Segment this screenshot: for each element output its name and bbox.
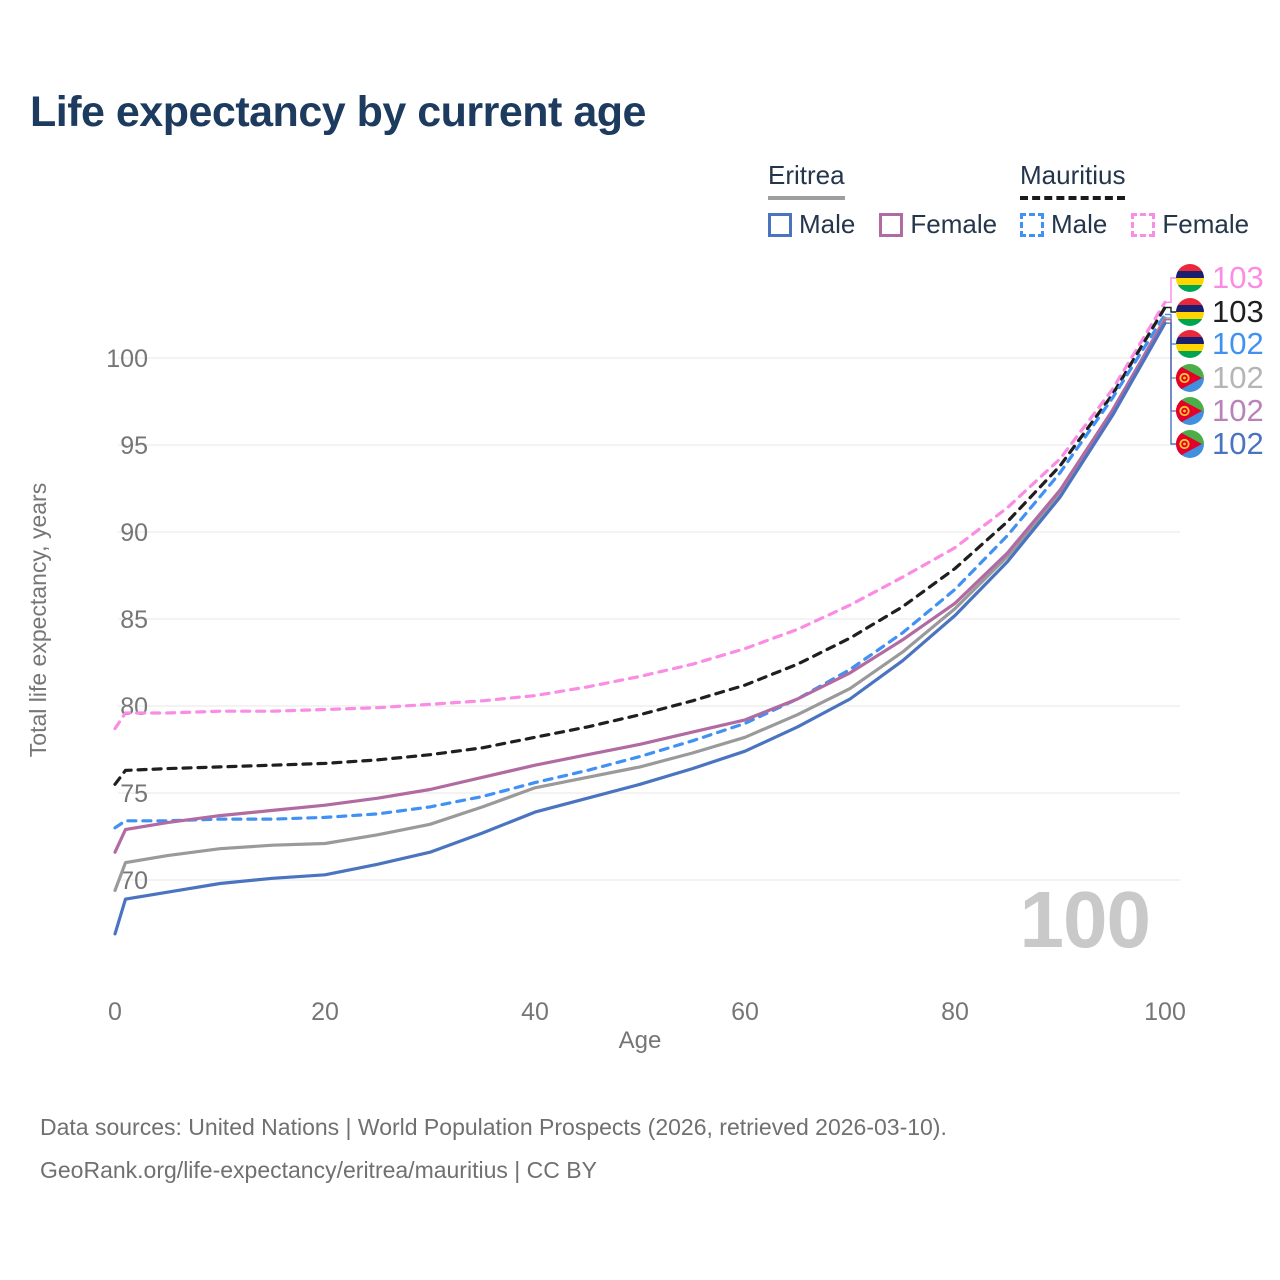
end-label-value: 102 (1212, 393, 1264, 428)
legend-group-eritrea: Eritrea Male Female (768, 160, 997, 240)
legend-group-mauritius: Mauritius Male Female (1020, 160, 1249, 240)
legend-country-eritrea: Eritrea (768, 160, 845, 200)
y-tick-label: 70 (120, 867, 148, 895)
hover-age-watermark: 100 (1019, 875, 1151, 964)
x-tick-label: 20 (311, 998, 339, 1026)
flag-icon-eritrea (1176, 364, 1204, 392)
series-line-eritrea-both-sexes[interactable] (113, 316, 1167, 893)
eritrea-female-swatch (879, 212, 904, 237)
mauritius-male-swatch (1020, 212, 1044, 237)
data-sources-text: Data sources: United Nations | World Pop… (40, 1114, 947, 1140)
y-tick-label: 85 (120, 606, 148, 634)
chart-footer: Data sources: United Nations | World Pop… (40, 1106, 947, 1192)
end-label-value: 102 (1212, 326, 1264, 361)
legend-country-mauritius: Mauritius (1020, 160, 1126, 200)
x-tick-label: 0 (108, 998, 122, 1026)
legend-label: Female (910, 209, 998, 239)
flag-icon-mauritius (1176, 264, 1204, 292)
flag-icon-eritrea (1176, 397, 1204, 425)
y-axis-title: Total life expectancy, years (25, 483, 51, 757)
flag-icon-mauritius (1176, 330, 1204, 358)
legend-item-mauritius-female[interactable]: Female (1131, 209, 1249, 240)
y-tick-label: 90 (120, 519, 148, 547)
series-line-mauritius-both-sexes[interactable] (113, 305, 1167, 786)
y-tick-label: 75 (120, 780, 148, 808)
eritrea-male-swatch (768, 212, 792, 237)
x-axis-title: Age (619, 1027, 662, 1054)
end-label-leader (1165, 277, 1177, 303)
end-label-value: 102 (1212, 426, 1264, 461)
mauritius-female-swatch (1131, 212, 1156, 237)
legend-label: Male (1051, 209, 1108, 239)
flag-icon-mauritius (1176, 298, 1204, 326)
legend-label: Male (799, 209, 856, 239)
flag-icon-eritrea (1176, 430, 1204, 458)
x-tick-label: 40 (521, 998, 549, 1026)
series-line-mauritius-male[interactable] (113, 312, 1167, 830)
series-line-eritrea-female[interactable] (113, 318, 1167, 854)
legend-item-eritrea-male[interactable]: Male (768, 209, 855, 240)
x-tick-label: 80 (941, 998, 969, 1026)
series-line-mauritius-female[interactable] (113, 300, 1167, 731)
end-label-value: 102 (1212, 360, 1264, 395)
end-label-value: 103 (1212, 294, 1264, 329)
legend-item-mauritius-male[interactable]: Male (1020, 209, 1107, 240)
end-label-leader (1165, 322, 1177, 445)
page-title: Life expectancy by current age (30, 88, 646, 136)
y-tick-label: 100 (106, 345, 148, 373)
legend-label: Female (1162, 209, 1250, 239)
y-tick-label: 95 (120, 432, 148, 460)
x-tick-label: 60 (731, 998, 759, 1026)
attribution-text: GeoRank.org/life-expectancy/eritrea/maur… (40, 1157, 597, 1183)
series-line-eritrea-male[interactable] (113, 321, 1167, 936)
end-label-value: 103 (1212, 260, 1264, 295)
end-label-leader (1165, 306, 1177, 313)
x-tick-label: 100 (1144, 998, 1186, 1026)
legend-item-eritrea-female[interactable]: Female (879, 209, 997, 240)
